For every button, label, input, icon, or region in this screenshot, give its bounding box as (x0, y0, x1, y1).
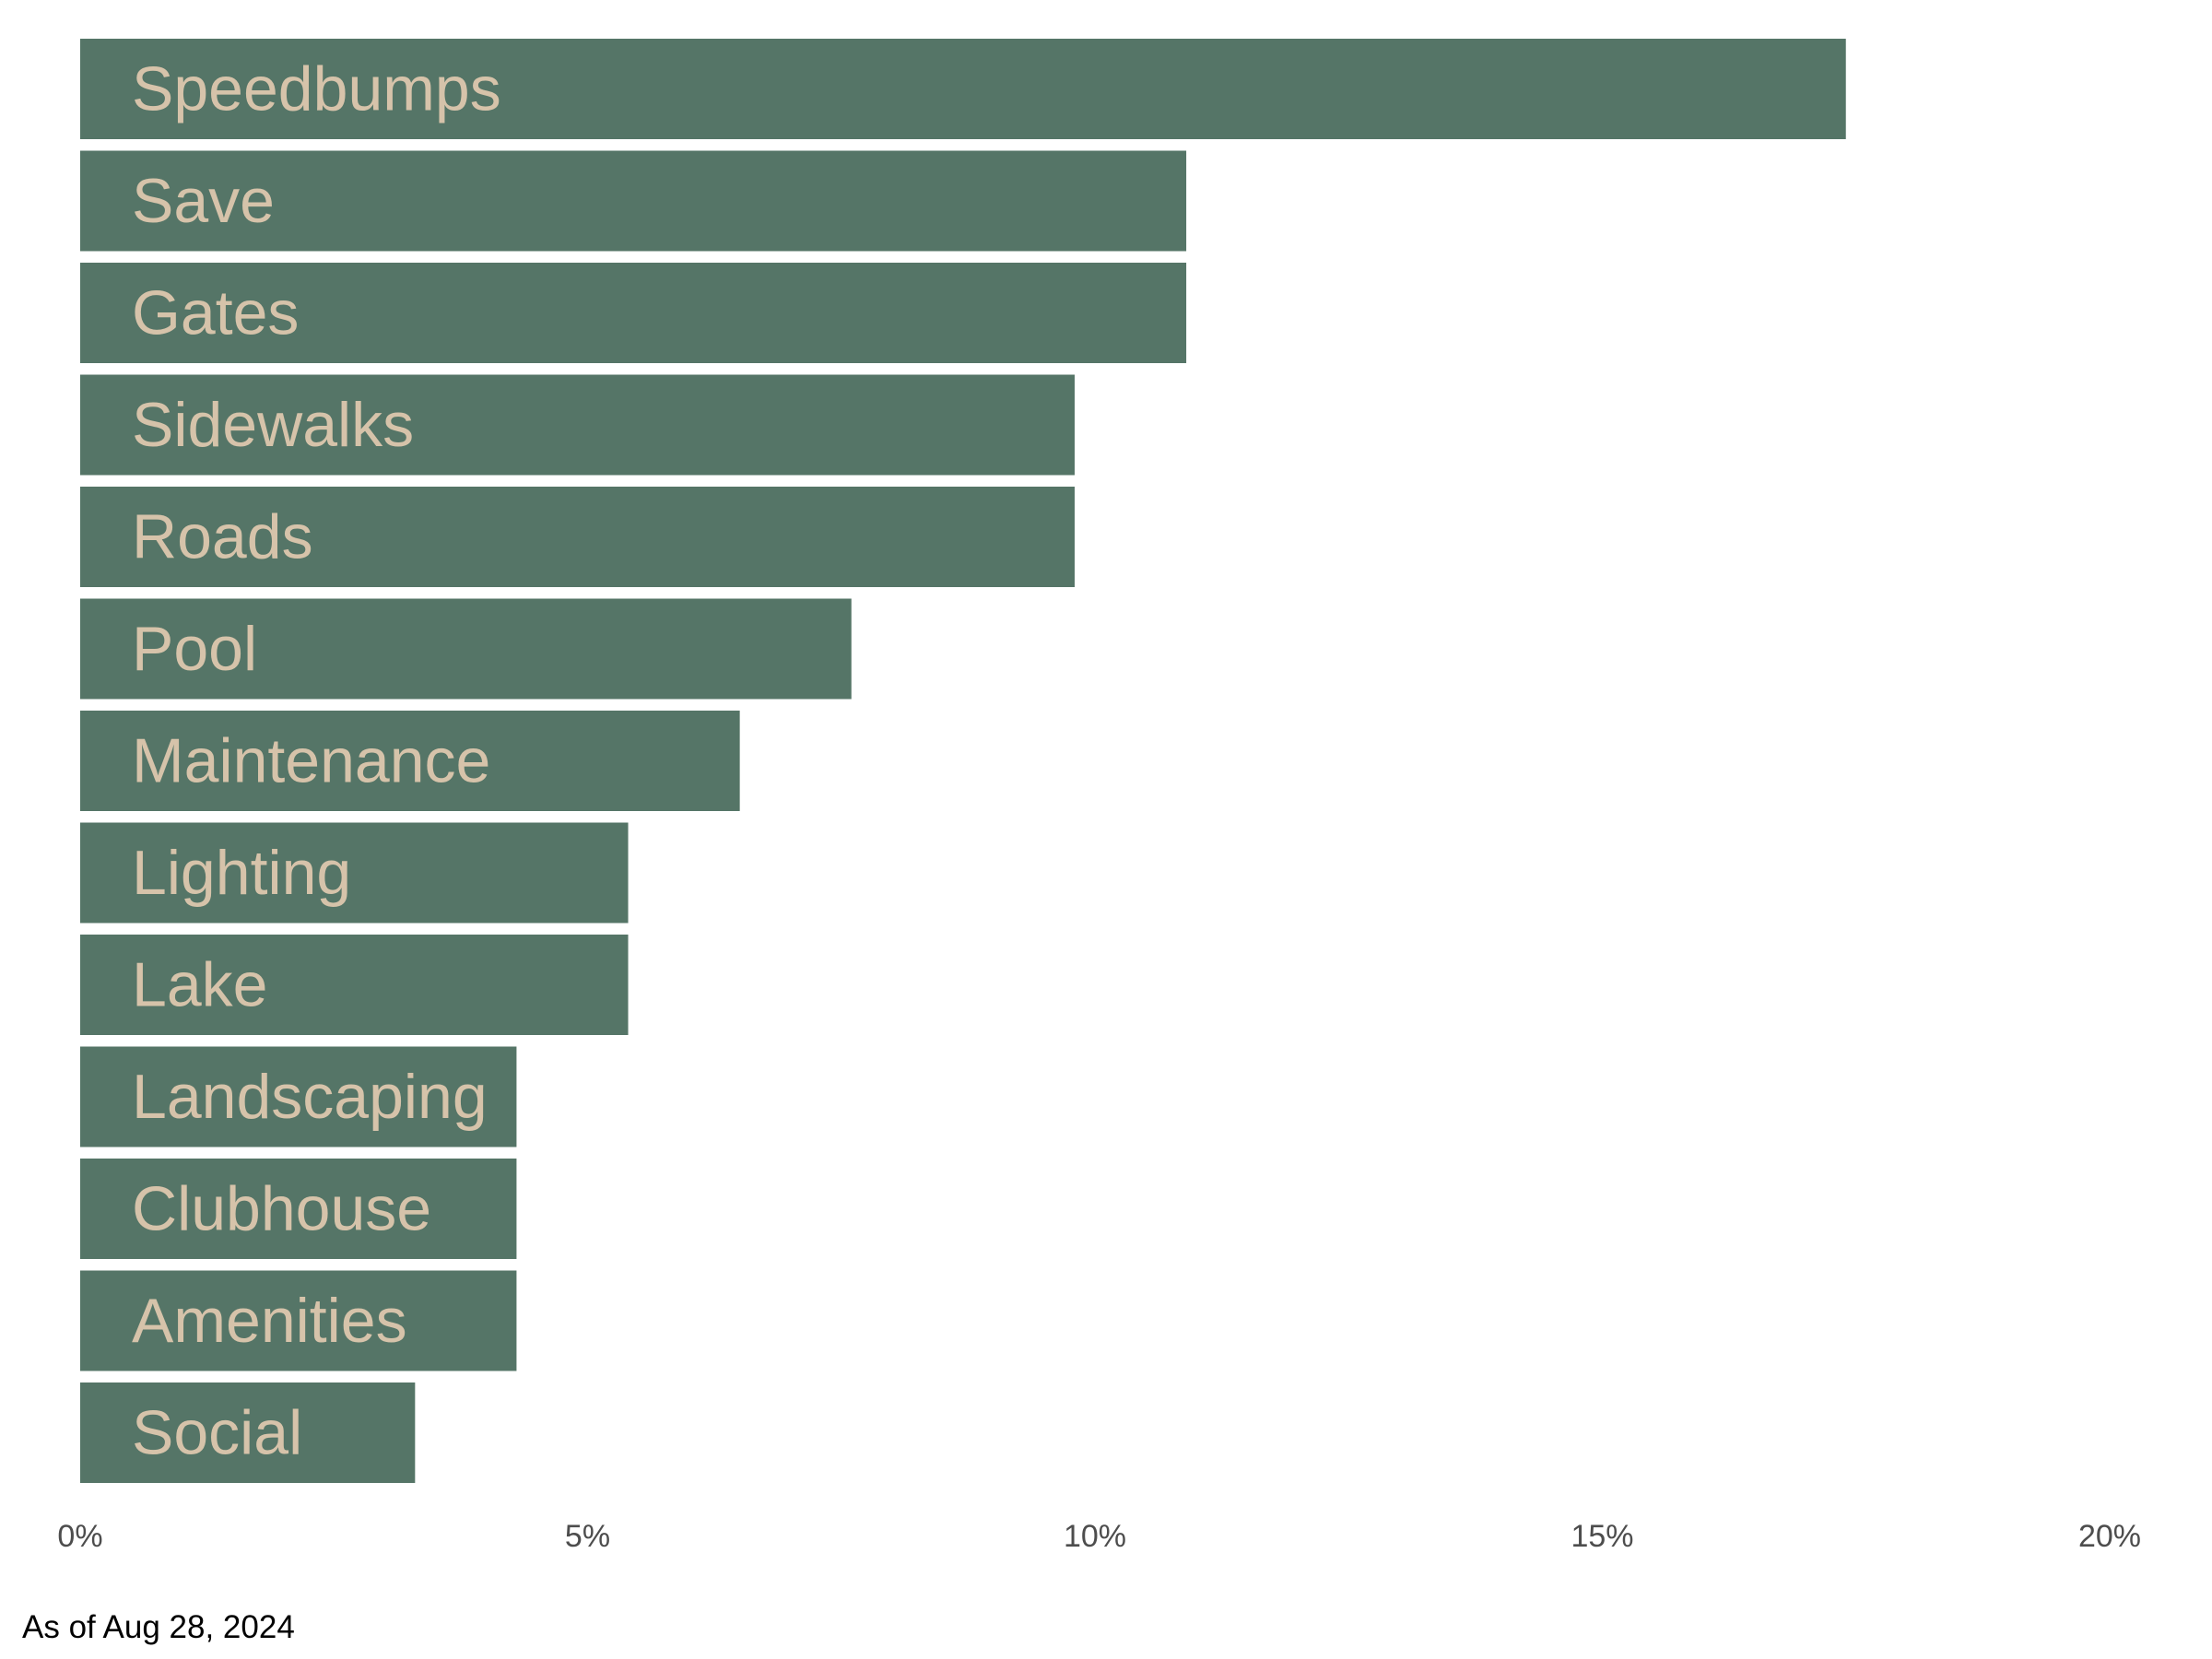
bar-label-roads: Roads (132, 502, 313, 572)
bar-save (80, 150, 1187, 252)
x-tick-label: 0% (57, 1519, 102, 1554)
as-of-date-caption: As of Aug 28, 2024 (22, 1609, 295, 1645)
bar-labels-group: Speedbumps Save Gates Sidewalks Roads Pool Mai… (132, 54, 501, 1468)
bar-speedbumps (80, 39, 1846, 139)
bar-clubhouse (80, 1159, 517, 1259)
bar-roads (80, 487, 1075, 587)
bar-label-sidewalks: Sidewalks (132, 390, 414, 460)
bar-label-amenities: Amenities (132, 1286, 407, 1356)
bar-label-save: Save (132, 166, 275, 236)
bar-maintenance (80, 711, 740, 811)
bar-label-gates: Gates (132, 278, 299, 348)
bar-lake (80, 935, 629, 1035)
bar-label-maintenance: Maintenance (132, 726, 490, 796)
bar-gates (80, 263, 1187, 363)
bar-label-clubhouse: Clubhouse (132, 1174, 431, 1244)
x-tick-label: 10% (1064, 1519, 1126, 1554)
bar-pool (80, 598, 852, 700)
bar-label-landscaping: Landscaping (132, 1062, 488, 1132)
bar-landscaping (80, 1046, 517, 1147)
x-tick-label: 20% (2078, 1519, 2141, 1554)
bar-label-lighting: Lighting (132, 838, 351, 908)
x-tick-label: 15% (1571, 1519, 1633, 1554)
bar-social (80, 1382, 416, 1483)
bar-label-pool: Pool (132, 614, 257, 684)
bar-amenities (80, 1270, 517, 1371)
x-axis-ticks: 0% 5% 10% 15% 20% (57, 1519, 2141, 1554)
x-tick-label: 5% (565, 1519, 610, 1554)
bar-label-lake: Lake (132, 950, 267, 1020)
bar-sidewalks (80, 374, 1075, 476)
bar-label-social: Social (132, 1398, 302, 1468)
bar-label-speedbumps: Speedbumps (132, 54, 501, 124)
bar-lighting (80, 822, 629, 924)
bars-group (80, 39, 1846, 1483)
